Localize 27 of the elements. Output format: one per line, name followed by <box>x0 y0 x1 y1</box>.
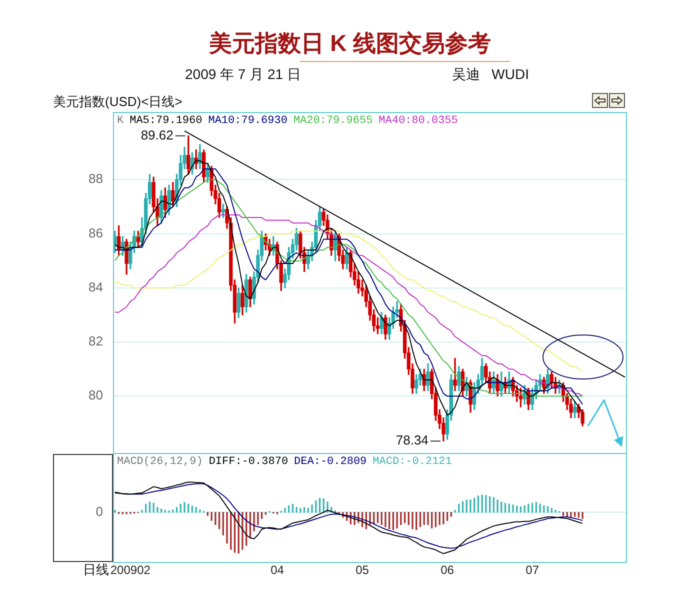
x-tick-label: 06 <box>440 563 454 578</box>
y-tick-label: 84 <box>88 279 103 294</box>
text: 美元指数(USD)<日线> <box>53 93 182 111</box>
x-tick-label: 07 <box>526 563 540 578</box>
text: MA40:80.0355 <box>378 115 458 127</box>
x-tick-label: 05 <box>356 563 370 578</box>
x-tick-label: 200902 <box>110 563 151 578</box>
y-tick-label: 88 <box>88 171 103 186</box>
annotation: 78.34 <box>396 432 428 448</box>
x-axis-title: 日线 <box>83 561 109 579</box>
series-label: DIFF:-0.3870 <box>208 456 288 468</box>
annotation: 89.62 <box>140 127 174 142</box>
text: MACD:-0.2121 <box>372 456 452 468</box>
x-tick-label: 04 <box>270 563 284 578</box>
legend-title: MACD(26,12,9) <box>117 456 203 468</box>
text: MA20:79.9655 <box>293 115 373 127</box>
text: 吴迪 WUDI <box>452 66 529 84</box>
y-tick-label: 82 <box>88 334 103 349</box>
text: DEA:-0.2809 <box>294 456 367 468</box>
y-tick-label: 80 <box>88 388 103 403</box>
y-tick-label: 86 <box>88 225 103 240</box>
ref-line-label: 0 <box>96 504 103 519</box>
text: MA10:79.6930 <box>208 115 288 127</box>
text: MA5:79.1960 <box>130 115 202 127</box>
chart-subtitle: 2009 年 7 月 21 日 <box>185 66 301 84</box>
legend-title: K <box>117 115 124 127</box>
chart-title: 美元指数日 K 线图交易参考 <box>208 29 492 58</box>
